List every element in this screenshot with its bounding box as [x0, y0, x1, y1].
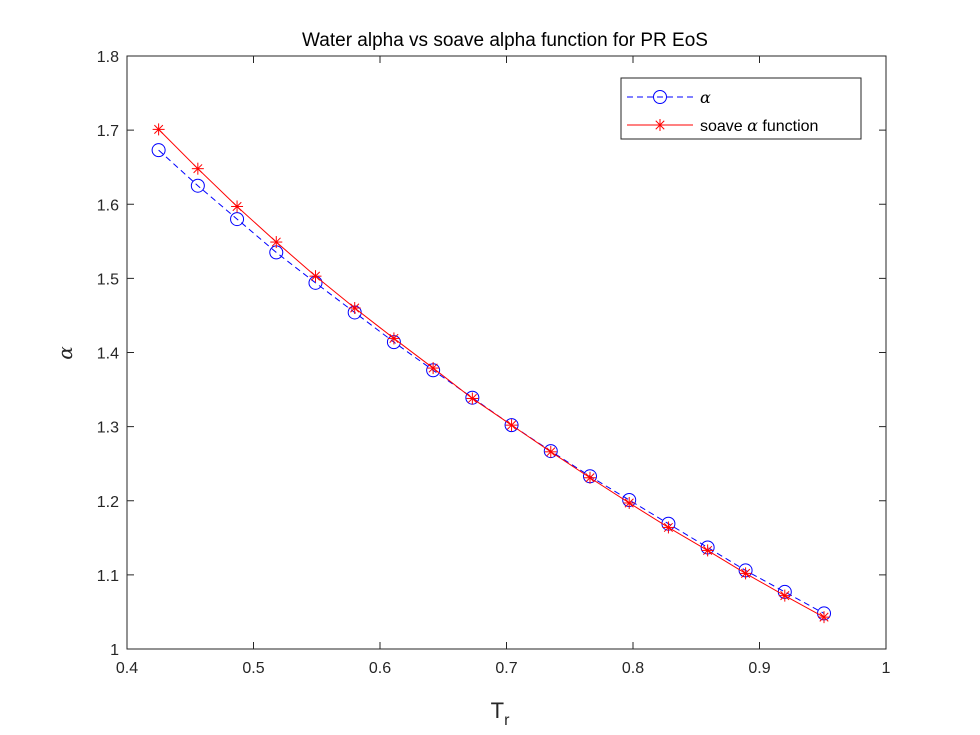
legend-marker-soave — [654, 119, 666, 131]
y-tick-label: 1.2 — [97, 494, 119, 511]
data-point-1 — [701, 544, 714, 557]
x-tick-label: 0.9 — [748, 660, 770, 677]
data-point-1 — [505, 419, 518, 432]
y-tick-label: 1.8 — [97, 49, 119, 66]
x-axis-label: Tr — [491, 698, 510, 729]
x-tick-label: 0.5 — [242, 660, 264, 677]
x-tick-label: 0.8 — [622, 660, 644, 677]
x-axis-label-subscript: r — [504, 712, 510, 729]
y-tick-label: 1.1 — [97, 568, 119, 585]
legend: α soave α function — [620, 77, 862, 140]
legend-label-soave-greek: α — [747, 116, 758, 135]
y-tick-label: 1.3 — [97, 420, 119, 437]
data-point-1 — [623, 496, 636, 509]
legend-label-soave-suffix: function — [758, 118, 818, 135]
legend-label-soave-prefix: soave — [700, 118, 747, 135]
data-point-1 — [778, 589, 791, 602]
data-point-1 — [818, 611, 831, 624]
data-point-1 — [309, 270, 322, 283]
series-line-1 — [158, 129, 825, 618]
data-point-0 — [151, 143, 166, 158]
y-axis-label: α — [53, 346, 77, 360]
y-tick-label: 1.6 — [97, 197, 119, 214]
legend-marker-alpha — [653, 90, 667, 104]
data-point-1 — [348, 302, 361, 315]
data-point-0 — [504, 418, 519, 433]
data-point-1 — [662, 521, 675, 534]
x-tick-label: 0.4 — [116, 660, 138, 677]
y-tick-label: 1.7 — [97, 123, 119, 140]
x-axis-label-main: T — [491, 698, 504, 723]
chart-title: Water alpha vs soave alpha function for … — [302, 30, 708, 51]
data-point-1 — [387, 332, 400, 345]
data-point-1 — [583, 471, 596, 484]
data-point-1 — [191, 162, 204, 175]
data-point-1 — [544, 445, 557, 458]
data-point-1 — [231, 200, 244, 213]
x-tick-label: 1 — [882, 660, 891, 677]
legend-label-alpha: α — [700, 88, 711, 107]
legend-box — [620, 77, 862, 140]
legend-label-soave: soave α function — [700, 116, 818, 135]
legend-asterisk-shape — [654, 119, 666, 131]
y-tick-label: 1 — [110, 642, 119, 659]
data-point-1 — [739, 567, 752, 580]
x-tick-label: 0.7 — [495, 660, 517, 677]
data-point-1 — [427, 362, 440, 375]
data-point-0 — [230, 212, 245, 227]
data-point-1 — [466, 392, 479, 405]
data-point-1 — [270, 236, 283, 249]
plot-area: 0.4 0.5 0.6 0.7 0.8 0.9 1 1 1.1 1.2 1.3 1.4 1.5 1.6 1.… — [97, 49, 891, 677]
data-point-1 — [152, 123, 165, 136]
x-tick-label: 0.6 — [369, 660, 391, 677]
y-tick-label: 1.4 — [97, 346, 119, 363]
y-tick-label: 1.5 — [97, 271, 119, 288]
data-point-0 — [190, 178, 205, 193]
